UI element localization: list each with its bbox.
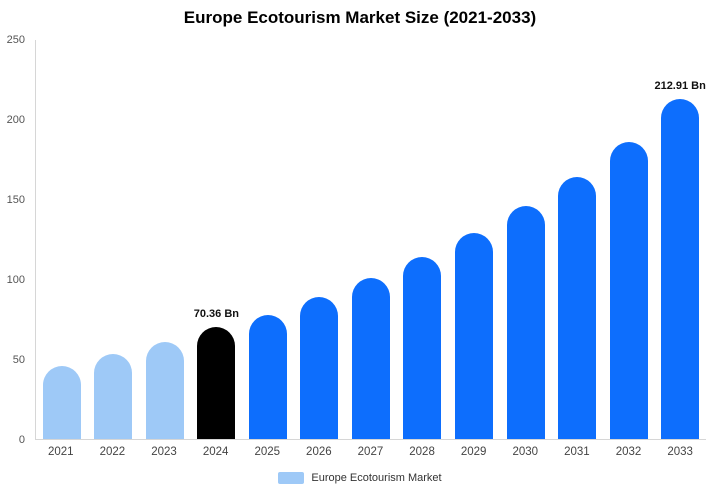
bar-slot <box>345 40 397 439</box>
bar-2025 <box>248 314 287 439</box>
x-axis-label: 2030 <box>512 446 539 458</box>
bar-slot <box>551 40 603 439</box>
bar-2024 <box>197 326 236 439</box>
y-axis-label: 150 <box>6 194 25 206</box>
x-axis: 2021 2022 2023 2024 2025 2026 2027 2028 2029 2030… <box>35 446 706 458</box>
chart-title: Europe Ecotourism Market Size (2021-2033… <box>183 8 537 27</box>
bar-slot <box>88 40 140 439</box>
bar-slot: 70.36 Bn <box>191 40 243 439</box>
x-axis-label: 2023 <box>151 446 177 458</box>
legend-swatch <box>278 472 305 484</box>
x-axis-label: 2032 <box>615 446 642 458</box>
x-axis-label: 2021 <box>48 446 74 458</box>
bar-slot <box>448 40 500 439</box>
legend: Europe Ecotourism Market <box>0 472 720 484</box>
y-axis-label: 50 <box>12 354 25 366</box>
bar-2021 <box>42 365 81 439</box>
y-axis-label: 0 <box>18 434 25 446</box>
bar-2028 <box>403 257 442 439</box>
x-axis-label: 2029 <box>460 446 487 458</box>
y-axis-label: 250 <box>6 34 25 46</box>
bar-2027 <box>351 277 390 439</box>
bar-2032 <box>609 142 648 439</box>
bar-slot <box>397 40 449 439</box>
y-axis-label: 100 <box>6 274 25 286</box>
bar-slot <box>36 40 88 439</box>
x-axis-label: 2028 <box>409 446 435 458</box>
bar-2031 <box>558 177 597 439</box>
bar-value-label: 212.91 Bn <box>654 80 706 93</box>
y-axis-label: 200 <box>6 114 25 126</box>
y-axis: 0 50 100 150 200 250 <box>0 34 31 446</box>
bar-2026 <box>300 296 339 439</box>
bar-value-label: 70.36 Bn <box>193 307 239 320</box>
bar-slot <box>242 40 294 439</box>
x-axis-label: 2025 <box>254 446 281 458</box>
x-axis-label: 2031 <box>564 446 590 458</box>
bars-row: 70.36 Bn 212.91 Bn <box>36 40 706 439</box>
x-axis-label: 2026 <box>306 446 332 458</box>
bar-2022 <box>94 354 133 439</box>
bar-2033 <box>661 99 700 439</box>
bar-slot: 212.91 Bn <box>654 40 706 439</box>
bar-2029 <box>455 233 494 439</box>
bar-slot <box>294 40 346 439</box>
legend-label: Europe Ecotourism Market <box>311 472 442 484</box>
bar-2023 <box>145 341 184 439</box>
x-axis-label: 2022 <box>99 446 126 458</box>
bar-slot <box>500 40 552 439</box>
plot-area: 70.36 Bn 212.91 Bn <box>35 40 706 440</box>
bar-slot <box>139 40 191 439</box>
bar-2030 <box>506 205 545 439</box>
bar-slot <box>603 40 655 439</box>
x-axis-label: 2027 <box>357 446 384 458</box>
x-axis-label: 2033 <box>667 446 693 458</box>
x-axis-label: 2024 <box>202 446 229 458</box>
